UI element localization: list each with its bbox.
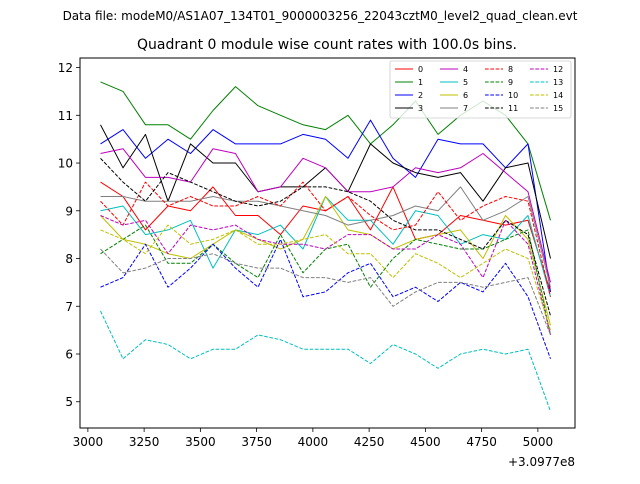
- x-tick-label: 4000: [298, 435, 329, 449]
- legend-label-11: 11: [508, 104, 518, 113]
- series-line-8: [100, 181, 551, 297]
- x-tick-label: 3250: [129, 435, 160, 449]
- legend-label-1: 1: [418, 78, 423, 87]
- legend-label-0: 0: [418, 65, 423, 74]
- y-tick-label: 6: [65, 348, 73, 362]
- legend-label-10: 10: [508, 91, 518, 100]
- axes-frame: [79, 57, 576, 429]
- ticks-layer: 3000 3250 3500 3750 4000 4250 4500 4750 50005678…: [58, 61, 553, 449]
- legend-label-7: 7: [463, 104, 468, 113]
- y-tick-label: 5: [65, 395, 73, 409]
- series-layer: [100, 81, 551, 412]
- legend-box: [389, 60, 572, 119]
- y-tick-label: 12: [58, 61, 73, 75]
- x-tick-label: 4500: [410, 435, 441, 449]
- series-line-15: [100, 248, 551, 336]
- legend-label-6: 6: [463, 91, 468, 100]
- series-line-2: [100, 119, 551, 292]
- y-tick-label: 11: [58, 109, 73, 123]
- x-tick-label: 3000: [73, 435, 104, 449]
- series-line-6: [100, 196, 551, 326]
- legend-label-2: 2: [418, 91, 423, 100]
- legend-label-3: 3: [418, 104, 423, 113]
- series-line-10: [100, 238, 551, 359]
- legend-label-12: 12: [553, 65, 563, 74]
- legend-label-4: 4: [463, 65, 468, 74]
- series-line-12: [100, 215, 551, 336]
- x-tick-label: 5000: [523, 435, 554, 449]
- legend-label-9: 9: [508, 78, 513, 87]
- y-tick-label: 9: [65, 204, 73, 218]
- legend-label-13: 13: [553, 78, 563, 87]
- series-line-13: [100, 310, 551, 412]
- chart-title: Quadrant 0 module wise count rates with …: [137, 37, 517, 53]
- series-line-14: [100, 224, 551, 331]
- x-axis-offset-label: +3.0977e8: [508, 455, 575, 469]
- legend-label-14: 14: [553, 91, 563, 100]
- y-tick-label: 10: [58, 157, 73, 171]
- legend-label-8: 8: [508, 65, 513, 74]
- x-tick-label: 3500: [185, 435, 216, 449]
- y-tick-label: 8: [65, 252, 73, 266]
- figure-suptitle: Data file: modeM0/AS1A07_134T01_90000032…: [63, 9, 578, 23]
- y-tick-label: 7: [65, 300, 73, 314]
- legend-label-15: 15: [553, 104, 563, 113]
- x-tick-label: 4750: [466, 435, 497, 449]
- x-tick-label: 3750: [241, 435, 272, 449]
- series-line-4: [100, 148, 551, 283]
- series-line-11: [100, 157, 551, 316]
- series-line-7: [100, 186, 551, 288]
- legend-label-5: 5: [463, 78, 468, 87]
- x-tick-label: 4250: [354, 435, 385, 449]
